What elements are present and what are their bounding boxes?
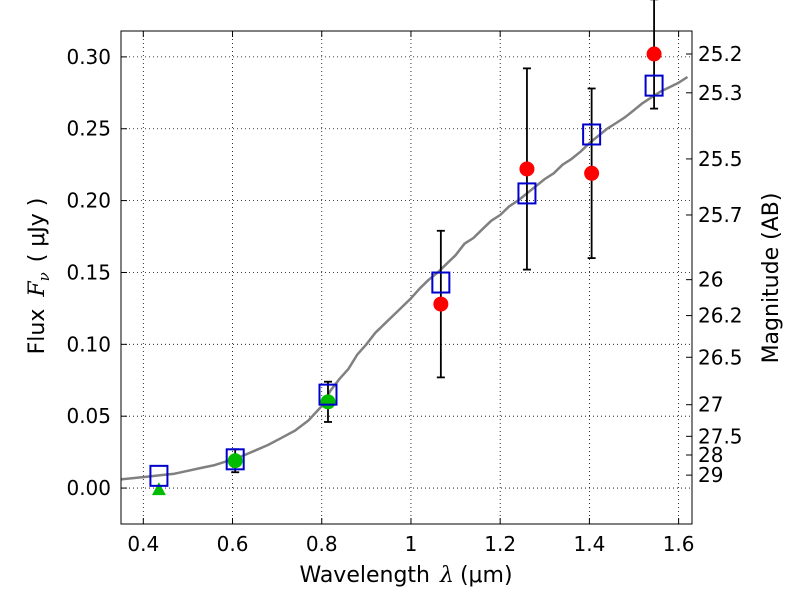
model-spectrum-line: [120, 75, 689, 481]
model-photometry-square: [318, 383, 338, 406]
x-axis-label-text: Wavelength: [299, 563, 430, 588]
x-tick-label: 1.6: [663, 532, 695, 556]
y-tick-label: 0.15: [66, 260, 111, 284]
model-photometry-square: [582, 123, 602, 146]
model-photometry-square: [644, 74, 664, 97]
magnitude-axis-label: Magnitude (AB): [759, 193, 784, 364]
x-axis-label: Wavelength λ (μm): [299, 563, 512, 588]
magnitude-tick-label: 28: [698, 443, 723, 467]
y-tick-label: 0.10: [66, 332, 111, 356]
model-photometry-square: [225, 448, 245, 471]
y-axis-label-unit: ( μJy ): [25, 198, 50, 263]
magnitude-tick-label: 25.2: [698, 42, 743, 66]
plot-frame: [120, 30, 693, 525]
green-data-point: [320, 394, 336, 410]
magnitude-tick-label: 25.7: [698, 203, 743, 227]
model-photometry-square: [517, 182, 537, 205]
y-axis-label-symbol: F: [25, 281, 50, 298]
model-photometry-square: [431, 271, 451, 294]
y-axis-ticks: 0.00 0.05 0.10 0.15 0.20 0.25 0.30: [66, 45, 127, 500]
x-tick-label: 0.8: [306, 532, 338, 556]
green-data-point: [227, 453, 243, 469]
magnitude-tick-label: 27: [698, 393, 723, 417]
y-tick-label: 0.20: [66, 189, 111, 213]
y-axis-label-subscript: ν: [35, 272, 53, 281]
x-tick-label: 1: [405, 532, 418, 556]
y-tick-label: 0.30: [66, 45, 111, 69]
red-data-point: [519, 161, 535, 177]
y-axis-label-text: Flux: [25, 309, 50, 355]
x-axis-ticks: 0.4 0.6 0.8 1 1.2 1.4 1.6: [127, 31, 695, 556]
marker-layer: [149, 46, 664, 496]
model-photometry-square: [149, 464, 169, 487]
y-tick-label: 0.25: [66, 117, 111, 141]
magnitude-tick-label: 25.5: [698, 147, 743, 171]
magnitude-tick-label: 27.5: [698, 424, 743, 448]
magnitude-tick-label: 26.5: [698, 345, 743, 369]
errorbar-layer: [231, 0, 659, 474]
magnitude-tick-label: 26: [698, 268, 723, 292]
green-upper-limit-point: [151, 482, 166, 496]
spectrum-layer: [120, 75, 689, 481]
red-data-point: [584, 165, 600, 181]
magnitude-tick-label: 25.3: [698, 81, 743, 105]
x-tick-label: 0.6: [217, 532, 249, 556]
x-tick-label: 0.4: [127, 532, 159, 556]
y-axis-label: Flux Fν ( μJy ): [25, 198, 53, 355]
y-tick-label: 0.00: [66, 476, 111, 500]
x-axis-label-symbol: λ: [439, 563, 454, 588]
x-tick-label: 1.4: [573, 532, 605, 556]
x-axis-label-unit: (μm): [460, 563, 513, 588]
x-tick-label: 1.2: [484, 532, 516, 556]
y-tick-label: 0.05: [66, 404, 111, 428]
magnitude-tick-label: 29: [698, 463, 723, 487]
grid-lines: [121, 31, 692, 524]
red-data-point: [433, 296, 449, 312]
red-data-point: [646, 46, 662, 62]
magnitude-tick-label: 26.2: [698, 304, 743, 328]
